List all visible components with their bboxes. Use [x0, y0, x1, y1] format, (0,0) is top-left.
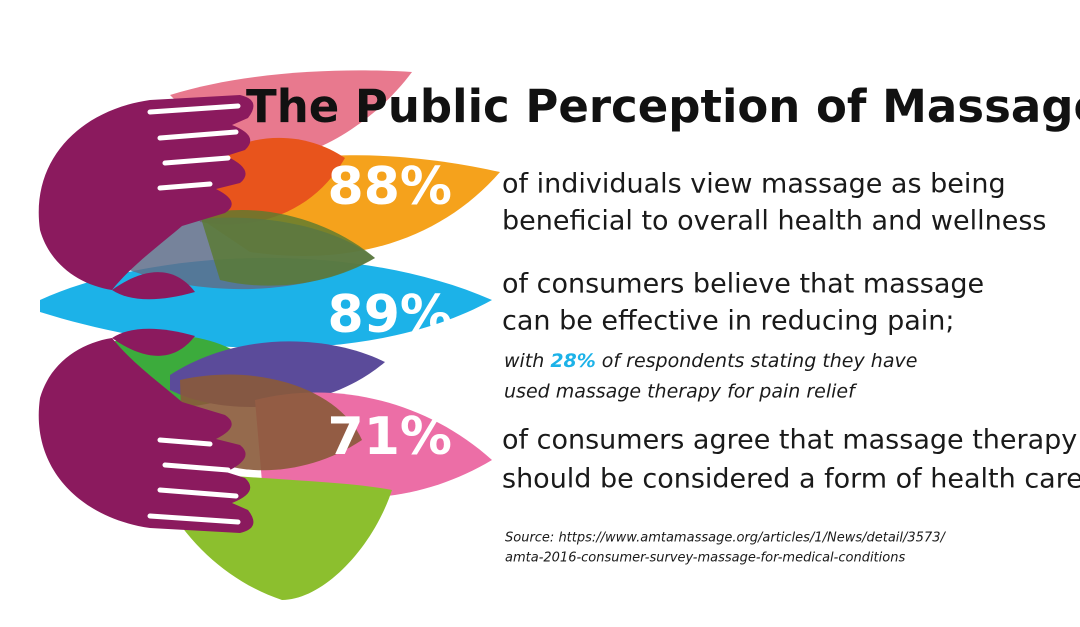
note-before: with — [504, 350, 544, 372]
stat-value: 89% — [328, 285, 452, 345]
stat-text: beneficial to overall health and wellnes… — [502, 206, 1046, 237]
stat-value: 71% — [328, 407, 452, 467]
source: amta-2016-consumer-survey-massage-for-me… — [505, 551, 905, 566]
stat-text: of individuals view massage as being — [502, 169, 1006, 200]
stat-value: 88% — [328, 157, 452, 217]
stat-text: of consumers agree that massage therapy — [502, 425, 1077, 456]
stat-text: can be effective in reducing pain; — [502, 306, 955, 337]
note-line: used massage therapy for pain relief — [504, 381, 858, 403]
note-highlight: 28% — [550, 350, 595, 372]
decoration — [38, 70, 500, 600]
source: Source: https://www.amtamassage.org/arti… — [505, 531, 946, 546]
stat-text: of consumers believe that massage — [502, 269, 984, 300]
note: with 28% of respondents stating they have — [504, 350, 917, 372]
title: The Public Perception of Massage — [246, 80, 1080, 133]
stat-text: should be considered a form of health ca… — [502, 464, 1080, 495]
note-after: of respondents stating they have — [602, 350, 918, 372]
